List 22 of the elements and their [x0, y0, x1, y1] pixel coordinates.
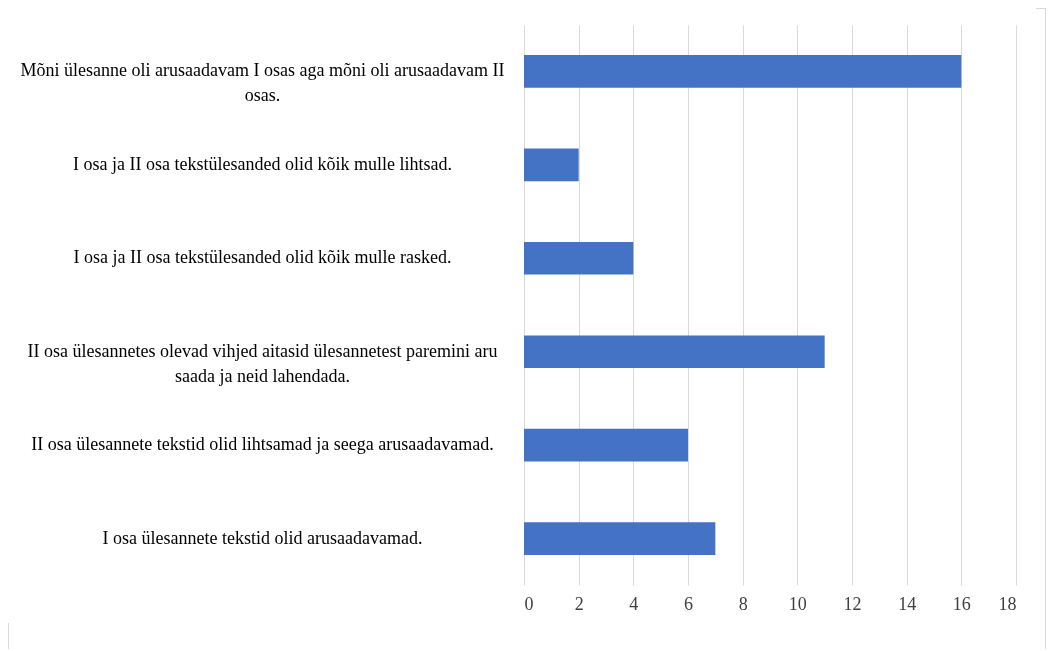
x-tick-label: 0	[524, 593, 534, 614]
y-tick-label: II osa ülesannete tekstid olid lihtsamad ja seega arusaadavamad.	[31, 434, 494, 455]
x-tick-label: 18	[998, 593, 1017, 614]
y-tick-label: I osa ja II osa tekstülesanded olid kõik mulle rasked.	[73, 247, 452, 268]
bar	[524, 522, 716, 556]
bar	[524, 428, 688, 462]
y-tick-label: I osa ülesannete tekstid olid arusaadavamad.	[102, 527, 423, 548]
x-tick-label: 10	[788, 593, 807, 614]
x-tick-label: 16	[952, 593, 971, 614]
bar	[524, 335, 825, 369]
x-tick-label: 8	[738, 593, 748, 614]
x-tick-label: 12	[843, 593, 862, 614]
bar	[524, 241, 634, 275]
y-tick-label: II osa ülesannetes olevad vihjed aitasid ülesannetest paremini aru saada ja neid lahendada.	[27, 340, 498, 386]
x-tick-label: 6	[684, 593, 693, 614]
x-tick-label: 14	[898, 593, 917, 614]
x-tick-label: 2	[574, 593, 584, 614]
bar	[524, 54, 962, 88]
y-tick-label: Mõni ülesanne oli arusaadavam I osas aga mõni oli arusaadavam II osas.	[20, 60, 505, 106]
bar	[524, 148, 579, 182]
y-tick-label: I osa ja II osa tekstülesanded olid kõik mulle lihtsad.	[73, 153, 452, 174]
x-tick-label: 4	[629, 593, 639, 614]
